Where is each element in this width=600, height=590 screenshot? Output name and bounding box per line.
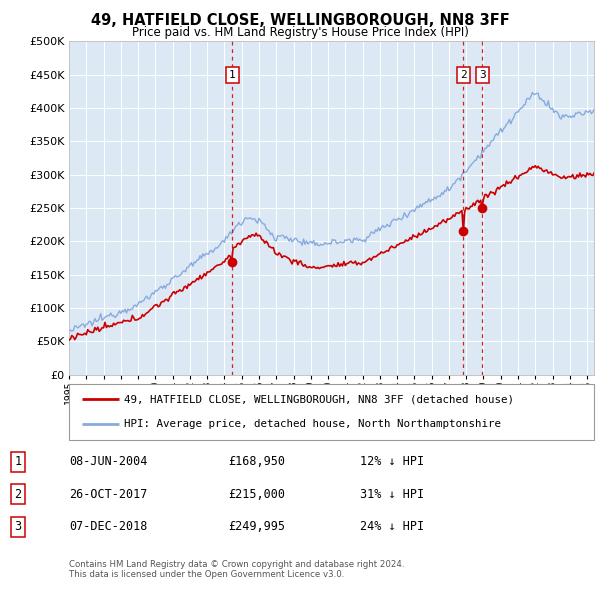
Text: 1: 1 xyxy=(229,70,235,80)
Text: 08-JUN-2004: 08-JUN-2004 xyxy=(69,455,148,468)
FancyBboxPatch shape xyxy=(69,384,594,440)
Text: 07-DEC-2018: 07-DEC-2018 xyxy=(69,520,148,533)
Text: HPI: Average price, detached house, North Northamptonshire: HPI: Average price, detached house, Nort… xyxy=(124,419,501,430)
Text: £249,995: £249,995 xyxy=(228,520,285,533)
Text: Contains HM Land Registry data © Crown copyright and database right 2024.
This d: Contains HM Land Registry data © Crown c… xyxy=(69,560,404,579)
Text: 2: 2 xyxy=(460,70,466,80)
Text: £215,000: £215,000 xyxy=(228,487,285,501)
Text: £168,950: £168,950 xyxy=(228,455,285,468)
Text: 31% ↓ HPI: 31% ↓ HPI xyxy=(360,487,424,501)
Text: 2: 2 xyxy=(14,487,22,501)
Text: 1: 1 xyxy=(14,455,22,468)
Text: 49, HATFIELD CLOSE, WELLINGBOROUGH, NN8 3FF: 49, HATFIELD CLOSE, WELLINGBOROUGH, NN8 … xyxy=(91,13,509,28)
Text: 26-OCT-2017: 26-OCT-2017 xyxy=(69,487,148,501)
Text: 49, HATFIELD CLOSE, WELLINGBOROUGH, NN8 3FF (detached house): 49, HATFIELD CLOSE, WELLINGBOROUGH, NN8 … xyxy=(124,394,514,404)
Text: 3: 3 xyxy=(479,70,485,80)
Text: 12% ↓ HPI: 12% ↓ HPI xyxy=(360,455,424,468)
Text: 24% ↓ HPI: 24% ↓ HPI xyxy=(360,520,424,533)
Text: 3: 3 xyxy=(14,520,22,533)
Text: Price paid vs. HM Land Registry's House Price Index (HPI): Price paid vs. HM Land Registry's House … xyxy=(131,26,469,39)
